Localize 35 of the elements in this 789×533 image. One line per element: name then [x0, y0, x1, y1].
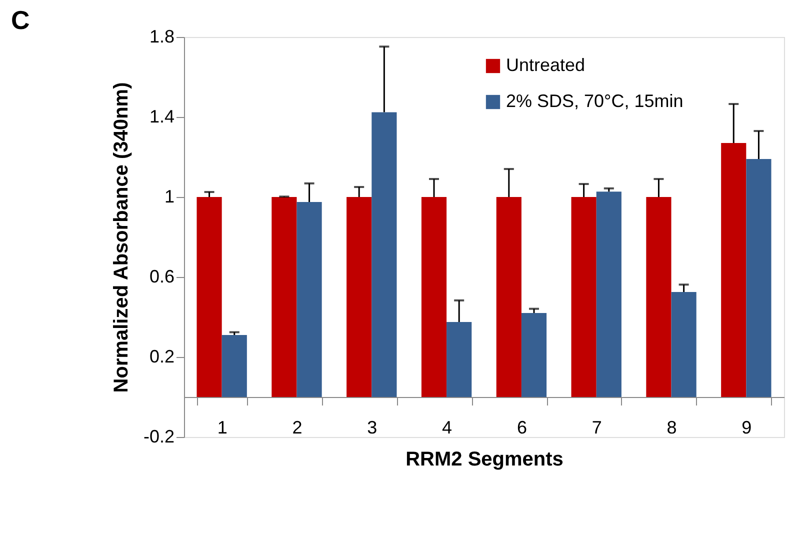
x-tick-label: 6	[516, 418, 527, 438]
y-axis-title: Normalized Absorbance (340nm)	[110, 82, 132, 393]
bar	[372, 112, 397, 397]
x-tick-label: 3	[367, 418, 378, 438]
x-tick-label: 4	[442, 418, 452, 438]
y-tick-label: 0.6	[149, 266, 174, 286]
bar	[521, 313, 547, 397]
bar	[196, 197, 222, 397]
bar	[596, 192, 622, 397]
bar	[571, 197, 596, 397]
bar	[646, 197, 672, 397]
bar	[421, 197, 447, 397]
x-tick-label: 9	[742, 418, 752, 438]
bar	[671, 292, 696, 397]
x-tick-label: 8	[666, 418, 677, 438]
legend-label: Untreated	[506, 55, 586, 75]
y-tick-label: 1.8	[149, 26, 174, 46]
x-tick-label: 7	[592, 418, 602, 438]
bar	[222, 335, 247, 397]
bar	[446, 322, 472, 397]
bar	[746, 159, 772, 397]
y-tick-label: -0.2	[143, 426, 174, 446]
legend-label: 2% SDS, 70°C, 15min	[506, 91, 684, 111]
chart-title: C	[10, 5, 30, 35]
x-axis-title: RRM2 Segments	[406, 448, 564, 470]
bar	[296, 202, 322, 397]
y-tick-label: 0.2	[149, 346, 174, 366]
bar	[272, 197, 297, 397]
x-tick-label: 1	[217, 418, 228, 438]
bar	[496, 197, 522, 397]
bar	[346, 197, 372, 397]
y-tick-label: 1	[164, 186, 174, 206]
bar	[721, 143, 746, 397]
x-tick-label: 2	[292, 418, 302, 438]
y-tick-label: 1.4	[149, 106, 174, 126]
